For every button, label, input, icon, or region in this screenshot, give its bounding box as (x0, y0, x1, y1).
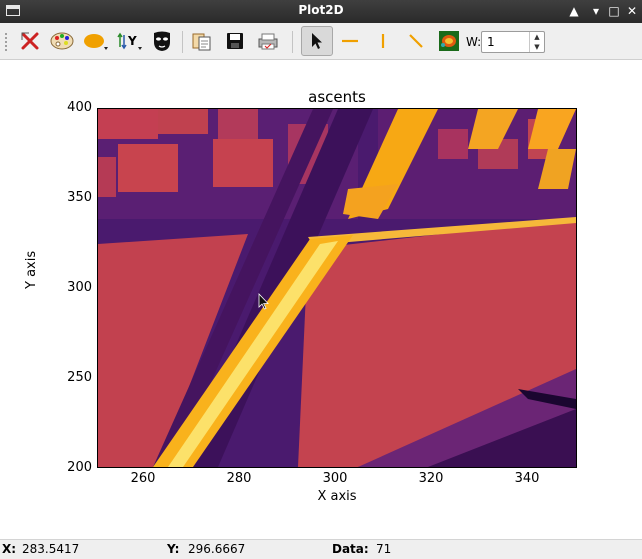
line-width-label: W: (466, 35, 482, 49)
x-coord-value: 283.5417 (22, 542, 80, 556)
x-coord-label: X: (2, 542, 17, 556)
plot-title: ascents (308, 88, 366, 106)
x-tick-label: 260 (130, 471, 156, 486)
y-axis-label: Y axis (24, 250, 39, 289)
orange-ellipse-icon (84, 34, 108, 50)
pointer-button[interactable] (301, 26, 333, 56)
minimize-icon[interactable]: ▾ (592, 4, 600, 18)
data-value: 71 (376, 542, 392, 556)
heatmap-canvas[interactable] (98, 109, 576, 467)
line-width-spinbox[interactable]: 1 ▲ ▼ (481, 31, 545, 53)
x-tick-label: 300 (322, 471, 348, 486)
red-cross-icon (21, 32, 39, 50)
diagonal-line-button[interactable] (402, 27, 430, 55)
y-tick-label: 400 (67, 100, 92, 115)
minimize-up-icon[interactable]: ▲ (569, 4, 579, 18)
keep-aspect-ratio-button[interactable] (148, 27, 176, 55)
y-tick-label: 200 (67, 460, 92, 475)
toolbar-separator (292, 31, 293, 53)
curve-style-button[interactable] (82, 27, 110, 55)
floppy-disk-icon (227, 33, 243, 49)
heatmap-thumbnail-icon (439, 31, 459, 51)
horizontal-line-icon (342, 39, 358, 43)
toolbar: Y (0, 23, 642, 60)
svg-text:Y: Y (127, 34, 137, 48)
y-tick-label: 350 (67, 190, 92, 205)
x-axis-label: X axis (317, 489, 357, 504)
copy-icon (192, 33, 211, 51)
y-coord-value: 296.6667 (188, 542, 246, 556)
close-icon[interactable]: ✕ (626, 4, 638, 18)
toolbar-grip[interactable] (4, 32, 8, 52)
y-coord-label: Y: (167, 542, 180, 556)
plot-area[interactable]: ascents 400 350 300 250 200 Y axis (0, 61, 642, 539)
diagonal-line-icon (409, 34, 423, 48)
maximize-icon[interactable]: □ (608, 4, 620, 18)
title-bar: Plot2D ▲ ▾ □ ✕ (0, 0, 642, 23)
spin-up-icon[interactable]: ▲ (534, 33, 540, 41)
arrow-cursor-icon (312, 33, 322, 49)
spin-down-icon[interactable]: ▼ (534, 43, 540, 51)
reset-zoom-button[interactable] (16, 27, 44, 55)
vertical-line-icon (381, 34, 385, 48)
heatmap-image[interactable] (97, 108, 577, 468)
x-tick-label: 320 (418, 471, 444, 486)
printer-icon (258, 33, 278, 50)
x-tick-label: 340 (514, 471, 540, 486)
y-tick-label: 300 (67, 280, 92, 295)
y-axis-direction-button[interactable]: Y (116, 27, 144, 55)
palette-icon (50, 32, 74, 50)
x-tick-label: 280 (226, 471, 252, 486)
data-value-label: Data: (332, 542, 369, 556)
horizontal-line-button[interactable] (336, 27, 364, 55)
status-bar: X: 283.5417 Y: 296.6667 Data: 71 (0, 539, 642, 559)
mouse-cursor-icon (258, 293, 269, 310)
y-axis-arrows-icon: Y (117, 32, 142, 50)
save-button[interactable] (221, 27, 249, 55)
colormap-button[interactable] (48, 27, 76, 55)
toolbar-separator (182, 31, 183, 53)
copy-button[interactable] (188, 27, 216, 55)
window-icon[interactable] (6, 5, 20, 16)
window-title: Plot2D (298, 3, 344, 17)
vertical-line-button[interactable] (369, 27, 397, 55)
image-profile-button[interactable] (435, 27, 463, 55)
y-tick-label: 250 (67, 370, 92, 385)
print-button[interactable] (254, 27, 282, 55)
line-width-value[interactable]: 1 (487, 35, 495, 49)
mask-icon (154, 31, 170, 51)
spinbox-arrows[interactable]: ▲ ▼ (529, 32, 544, 52)
